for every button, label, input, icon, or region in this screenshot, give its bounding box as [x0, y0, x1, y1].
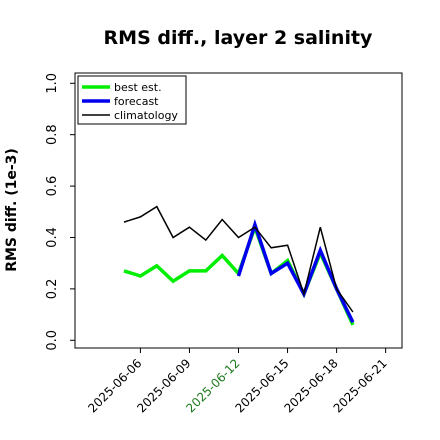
- legend-label-best-est: best est.: [114, 81, 162, 94]
- x-axis: 2025-06-062025-06-092025-06-122025-06-15…: [85, 348, 390, 415]
- series-layer: [123, 205, 355, 326]
- y-tick-label: 0.2: [45, 279, 60, 300]
- y-tick-label: 0.6: [45, 176, 60, 197]
- y-tick-label: 0.0: [45, 330, 60, 351]
- legend: best est. forecast climatology: [77, 75, 187, 125]
- y-tick-label: 0.8: [45, 124, 60, 145]
- legend-label-forecast: forecast: [114, 95, 159, 108]
- y-tick-label: 0.4: [45, 227, 60, 248]
- y-axis-label: RMS diff. (1e-3): [4, 148, 20, 272]
- series-line-climatology: [123, 205, 354, 313]
- chart-title: RMS diff., layer 2 salinity: [104, 27, 374, 49]
- series-line-forecast: [236, 218, 355, 324]
- y-axis: 0.0 0.2 0.4 0.6 0.8 1.0: [45, 73, 75, 351]
- series-line-best-est: [123, 221, 355, 326]
- y-tick-label: 1.0: [45, 73, 60, 94]
- legend-label-climatology: climatology: [114, 109, 178, 122]
